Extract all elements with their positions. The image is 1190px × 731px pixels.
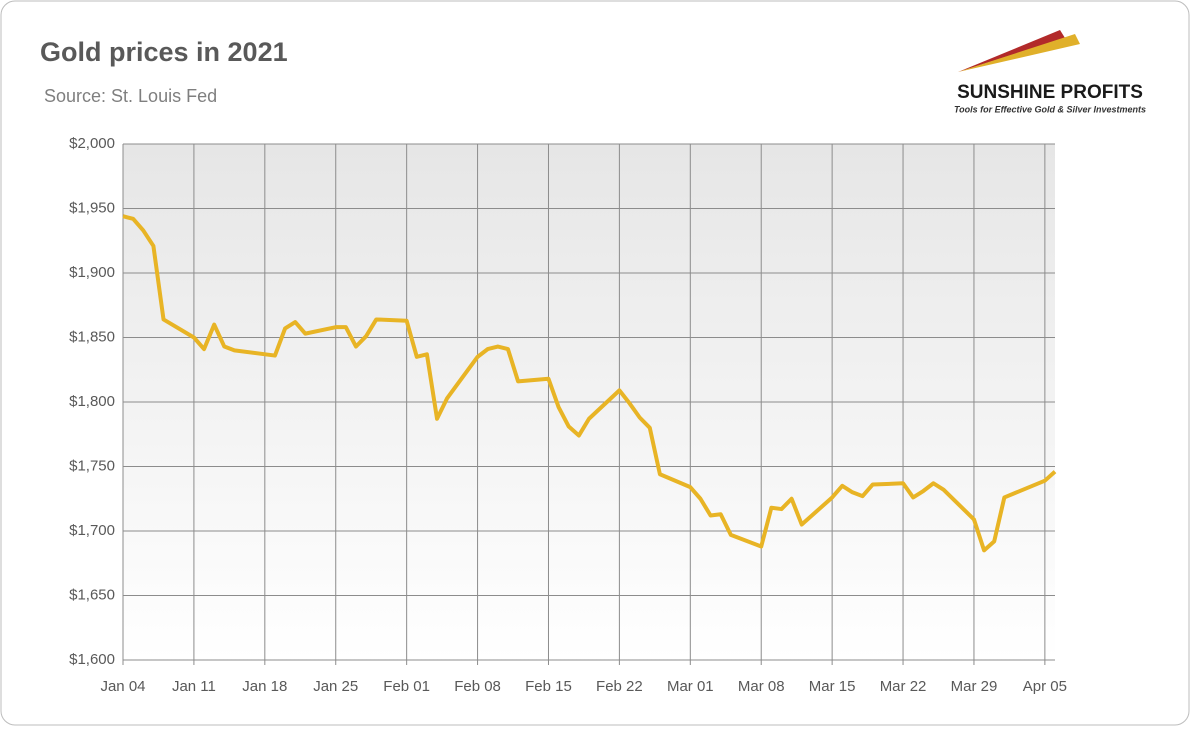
logo-swoosh — [958, 30, 1065, 72]
x-tick-label: Jan 25 — [313, 678, 358, 695]
logo: SUNSHINE PROFITS Tools for Effective Gol… — [954, 30, 1146, 114]
chart-title: Gold prices in 2021 — [40, 37, 288, 67]
x-tick-label: Feb 15 — [525, 678, 572, 695]
chart-subtitle: Source: St. Louis Fed — [44, 86, 217, 106]
price-line — [122, 214, 1057, 553]
y-tick-label: $1,700 — [69, 522, 115, 539]
logo-name: SUNSHINE PROFITS — [957, 82, 1143, 103]
x-tick-label: Feb 01 — [383, 678, 430, 695]
x-tick-label: Mar 29 — [951, 678, 998, 695]
x-tick-label: Mar 08 — [738, 678, 785, 695]
logo-swoosh — [958, 34, 1080, 72]
y-tick-label: $1,950 — [69, 199, 115, 216]
y-tick-label: $1,850 — [69, 328, 115, 345]
y-tick-label: $2,000 — [69, 135, 115, 152]
x-tick-label: Jan 04 — [100, 678, 145, 695]
y-tick-label: $1,750 — [69, 457, 115, 474]
logo-tagline: Tools for Effective Gold & Silver Invest… — [954, 104, 1146, 114]
x-tick-label: Mar 22 — [880, 678, 927, 695]
x-tick-label: Mar 01 — [667, 678, 714, 695]
y-tick-label: $1,600 — [69, 651, 115, 668]
y-tick-label: $1,900 — [69, 264, 115, 281]
y-tick-label: $1,800 — [69, 393, 115, 410]
x-tick-label: Feb 08 — [454, 678, 501, 695]
x-tick-label: Jan 18 — [242, 678, 287, 695]
x-tick-label: Jan 11 — [172, 678, 216, 695]
x-tick-label: Feb 22 — [596, 678, 643, 695]
x-tick-label: Mar 15 — [809, 678, 856, 695]
x-tick-label: Apr 05 — [1023, 678, 1067, 695]
y-tick-label: $1,650 — [69, 586, 115, 603]
